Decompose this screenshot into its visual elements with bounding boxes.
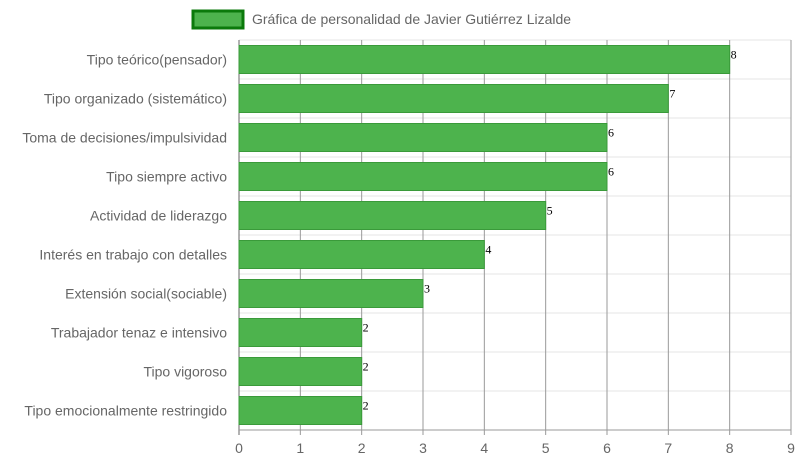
category-label: Trabajador tenaz e intensivo — [51, 325, 227, 341]
category-labels: Tipo teórico(pensador) Tipo organizado (s… — [22, 52, 227, 419]
data-label: 2 — [363, 399, 369, 413]
x-tick-label: 6 — [603, 440, 611, 456]
category-label: Extensión social(sociable) — [65, 286, 227, 302]
data-label: 6 — [608, 165, 614, 179]
x-tick-label: 2 — [358, 440, 366, 456]
bar[interactable] — [238, 318, 363, 347]
bar[interactable] — [238, 396, 363, 425]
data-label: 7 — [669, 87, 675, 101]
x-tick-label: 8 — [726, 440, 734, 456]
data-label: 2 — [363, 360, 369, 374]
category-label: Tipo vigoroso — [143, 364, 227, 380]
x-tick-label: 3 — [419, 440, 427, 456]
legend-swatch[interactable] — [191, 9, 245, 30]
legend[interactable]: Gráfica de personalidad de Javier Gutiér… — [191, 9, 571, 30]
legend-label: Gráfica de personalidad de Javier Gutiér… — [252, 11, 571, 27]
x-tick-label: 9 — [787, 440, 795, 456]
data-label: 4 — [485, 243, 491, 257]
x-tick-label: 7 — [664, 440, 672, 456]
bar[interactable] — [238, 240, 485, 269]
category-label: Tipo emocionalmente restringido — [24, 403, 227, 419]
category-label: Tipo siempre activo — [106, 169, 227, 185]
bar[interactable] — [238, 84, 669, 113]
x-tick-label: 4 — [480, 440, 488, 456]
data-label: 5 — [547, 204, 553, 218]
bars-group — [238, 45, 731, 425]
x-tick-label: 1 — [296, 440, 304, 456]
bar[interactable] — [238, 162, 608, 191]
bar[interactable] — [238, 123, 608, 152]
bar[interactable] — [238, 279, 424, 308]
data-labels: 8 7 6 6 5 4 3 2 2 2 — [363, 48, 737, 413]
x-tick-label: 5 — [542, 440, 550, 456]
bar[interactable] — [238, 45, 731, 74]
category-label: Tipo teórico(pensador) — [87, 52, 227, 68]
data-label: 8 — [731, 48, 737, 62]
category-label: Tipo organizado (sistemático) — [44, 91, 227, 107]
data-label: 3 — [424, 282, 430, 296]
x-tick-label: 0 — [235, 440, 243, 456]
data-label: 2 — [363, 321, 369, 335]
data-label: 6 — [608, 126, 614, 140]
category-label: Interés en trabajo con detalles — [39, 247, 227, 263]
category-label: Toma de decisiones/impulsividad — [22, 130, 227, 146]
bar[interactable] — [238, 201, 547, 230]
x-axis-ticks: 0 1 2 3 4 5 6 7 8 9 — [235, 440, 795, 456]
bar[interactable] — [238, 357, 363, 386]
category-label: Actividad de liderazgo — [90, 208, 227, 224]
